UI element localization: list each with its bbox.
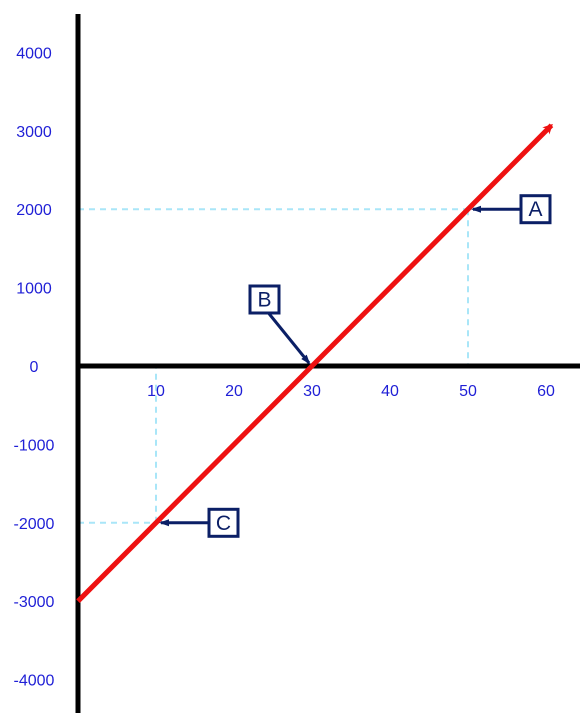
y-tick-label: -2000 bbox=[14, 516, 55, 533]
callout-arrow-b bbox=[267, 312, 311, 365]
callout-box-a bbox=[519, 194, 552, 225]
y-tick-label: -3000 bbox=[14, 594, 55, 611]
y-tick-label: 0 bbox=[30, 359, 39, 376]
x-tick-label: 10 bbox=[147, 383, 165, 400]
callouts: A B C bbox=[159, 194, 552, 538]
y-tick-label: -1000 bbox=[14, 437, 55, 454]
x-tick-label: 40 bbox=[381, 383, 399, 400]
x-tick-label: 20 bbox=[225, 383, 243, 400]
point-label-c: C bbox=[216, 512, 231, 535]
callout-box-b bbox=[248, 284, 281, 315]
x-tick-label: 30 bbox=[303, 383, 321, 400]
callout-box-c bbox=[207, 507, 240, 538]
y-tick-label: 1000 bbox=[16, 281, 52, 298]
guide-lines bbox=[78, 208, 469, 524]
axes bbox=[75, 14, 580, 713]
series-line-1 bbox=[76, 123, 554, 603]
y-tick-label: 3000 bbox=[16, 124, 52, 141]
x-tick-label: 50 bbox=[459, 383, 477, 400]
y-tick-label: -4000 bbox=[14, 673, 55, 690]
point-label-a: A bbox=[528, 198, 542, 221]
tick-labels: 4000 3000 2000 1000 0 -1000 -2000 -3000 -4000 10 2… bbox=[14, 45, 555, 689]
y-tick-label: 2000 bbox=[16, 202, 52, 219]
point-label-b: B bbox=[257, 289, 271, 312]
y-tick-label: 4000 bbox=[16, 45, 52, 62]
series bbox=[76, 123, 554, 603]
x-tick-label: 60 bbox=[537, 383, 555, 400]
